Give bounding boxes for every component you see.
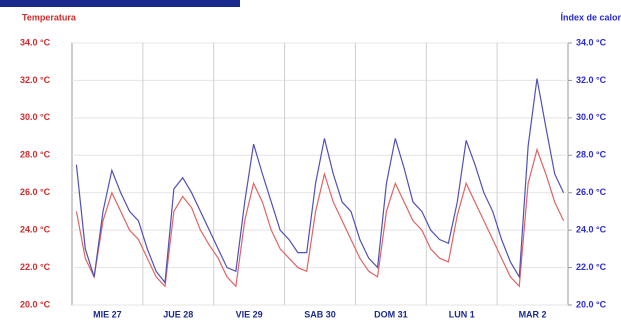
series-line bbox=[75, 78, 565, 285]
y2-tick-label: 30.0 °C bbox=[576, 112, 607, 122]
y2-tick-label: 22.0 °C bbox=[576, 262, 607, 272]
y-tick-label: 30.0 °C bbox=[20, 112, 51, 122]
y-tick-label: 32.0 °C bbox=[20, 75, 51, 85]
x-tick-label: MAR 2 bbox=[519, 309, 547, 319]
y-tick-label: 28.0 °C bbox=[20, 150, 51, 160]
y2-axis-title: Índex de calor bbox=[560, 12, 621, 22]
y-tick-label: 24.0 °C bbox=[20, 225, 51, 235]
x-tick-label: MIE 27 bbox=[93, 309, 122, 319]
x-tick-label: SAB 30 bbox=[304, 309, 336, 319]
header-bar bbox=[0, 0, 240, 7]
y-tick-label: 26.0 °C bbox=[20, 187, 51, 197]
x-tick-label: DOM 31 bbox=[374, 309, 408, 319]
y2-tick-label: 34.0 °C bbox=[576, 37, 607, 47]
series-line bbox=[75, 147, 565, 288]
x-tick-label: JUE 28 bbox=[163, 309, 193, 319]
y2-tick-label: 32.0 °C bbox=[576, 75, 607, 85]
y2-tick-label: 24.0 °C bbox=[576, 225, 607, 235]
x-tick-label: VIE 29 bbox=[236, 309, 263, 319]
plot-area bbox=[71, 42, 569, 306]
y-tick-label: 34.0 °C bbox=[20, 37, 51, 47]
y-axis-title: Temperatura bbox=[22, 12, 77, 22]
y2-tick-label: 20.0 °C bbox=[576, 299, 607, 309]
y2-tick-label: 26.0 °C bbox=[576, 187, 607, 197]
x-tick-label: LUN 1 bbox=[449, 309, 475, 319]
y-tick-label: 22.0 °C bbox=[20, 262, 51, 272]
y-tick-label: 20.0 °C bbox=[20, 299, 51, 309]
y2-tick-label: 28.0 °C bbox=[576, 150, 607, 160]
